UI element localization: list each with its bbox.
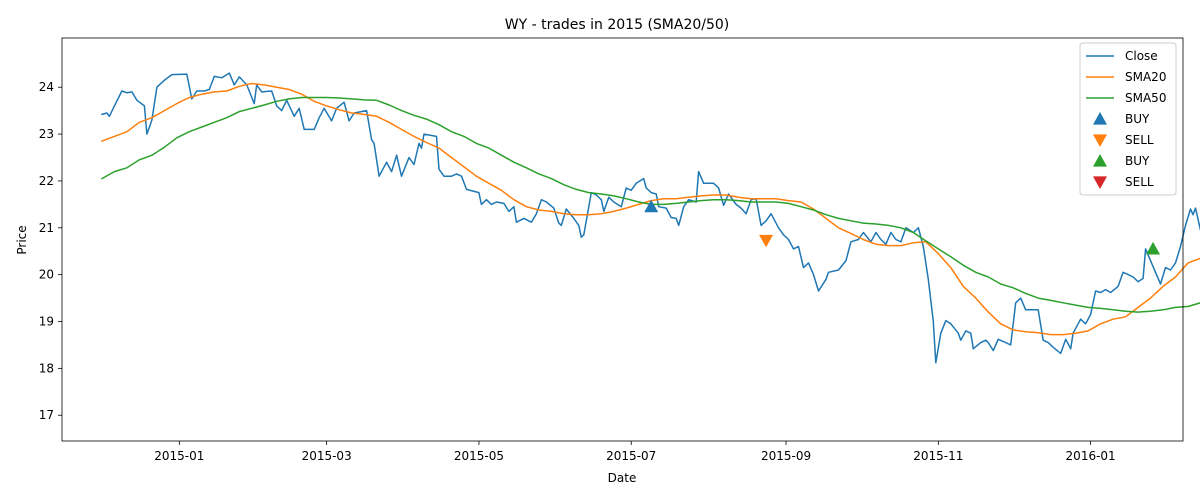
legend: Close SMA20 SMA50 BUY SELL BUY SELL <box>1079 42 1177 196</box>
x-tick-label: 2015-07 <box>606 449 656 463</box>
x-tick-label: 2015-09 <box>761 449 811 463</box>
y-tick-label: 20 <box>39 268 54 282</box>
y-tick-label: 21 <box>39 221 54 235</box>
legend-swatch-sell <box>1093 176 1107 189</box>
y-tick-label: 22 <box>39 174 54 188</box>
legend-label-buy: BUY <box>1125 154 1150 168</box>
plot-area <box>61 37 1200 442</box>
series-line-sma20 <box>101 82 1200 336</box>
plot-border <box>61 37 1184 442</box>
y-tick-label: 18 <box>39 361 54 375</box>
x-tick-label: 2015-05 <box>454 449 504 463</box>
legend-swatch-buy <box>1093 154 1107 167</box>
legend-frame <box>1079 42 1177 196</box>
buy-marker <box>1146 241 1161 255</box>
legend-label-sell: SELL <box>1125 175 1154 189</box>
x-tick-label: 2015-01 <box>154 449 204 463</box>
legend-items: Close SMA20 SMA50 BUY SELL BUY SELL <box>1086 49 1166 189</box>
y-tick-label: 24 <box>39 80 54 94</box>
y-axis: 17 18 19 20 21 22 23 24 <box>39 80 62 422</box>
buy-marker <box>644 199 659 213</box>
legend-label-sma20: SMA20 <box>1125 70 1166 84</box>
y-tick-label: 17 <box>39 408 54 422</box>
marker-layer <box>644 199 1161 255</box>
x-axis: 2015-01 2015-03 2015-05 2015-07 2015-09 2015-… <box>154 441 1116 463</box>
chart-title: WY - trades in 2015 (SMA20/50) <box>505 17 730 33</box>
x-tick-label: 2015-11 <box>913 449 963 463</box>
legend-label-buy: BUY <box>1125 112 1150 126</box>
sell-marker <box>759 234 774 248</box>
x-tick-label: 2015-03 <box>302 449 352 463</box>
legend-swatch-buy <box>1093 112 1107 125</box>
y-axis-title: Price <box>15 225 29 254</box>
legend-label-sell: SELL <box>1125 133 1154 147</box>
series-line-sma50 <box>101 96 1200 313</box>
y-tick-label: 23 <box>39 127 54 141</box>
x-axis-title: Date <box>608 471 637 485</box>
legend-label-close: Close <box>1125 49 1158 63</box>
x-tick-label: 2016-01 <box>1066 449 1116 463</box>
series-layer <box>101 72 1200 364</box>
legend-swatch-sell <box>1093 134 1107 147</box>
legend-label-sma50: SMA50 <box>1125 91 1166 105</box>
plot-background <box>62 38 1183 441</box>
series-line-close <box>101 72 1200 364</box>
y-tick-label: 19 <box>39 315 54 329</box>
